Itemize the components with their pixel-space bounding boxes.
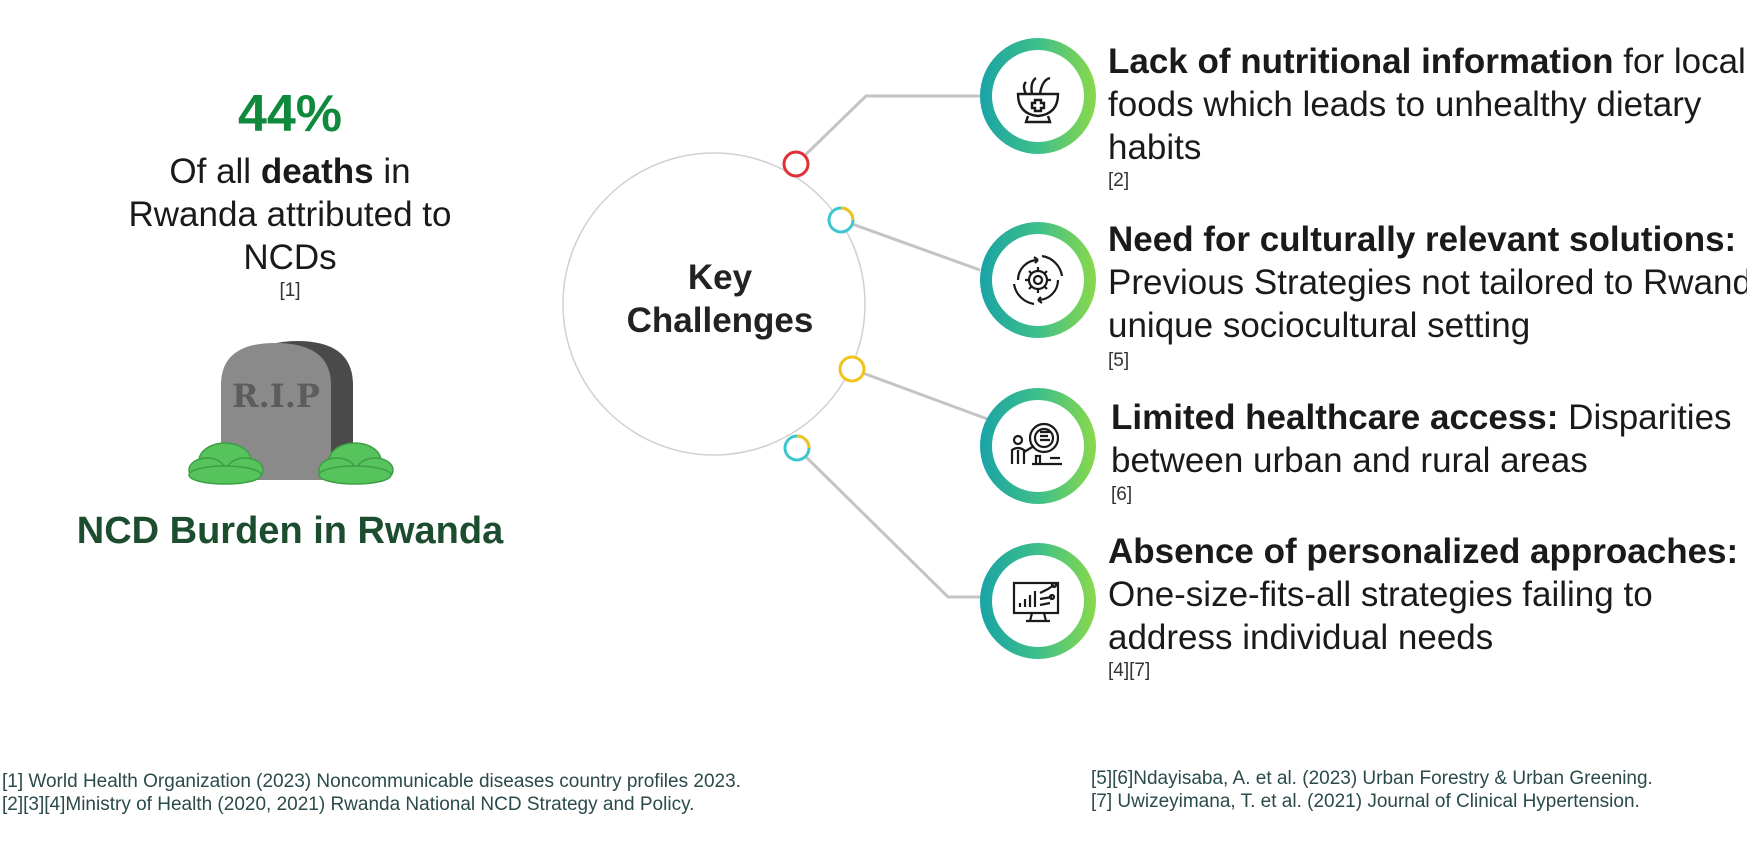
footer-ref-1: [1] World Health Organization (2023) Non… — [2, 771, 741, 792]
challenge-line3-4: address individual needs — [1108, 618, 1494, 657]
key-title-line2: Challenges — [626, 301, 814, 340]
stat-text-bold: deaths — [260, 152, 374, 191]
challenge-title-1: Lack of nutritional information — [1108, 42, 1614, 81]
challenge-title-3: Limited healthcare access: — [1111, 398, 1559, 437]
challenge-line1-1: for local — [1613, 42, 1746, 81]
challenge-ref-1: [2] — [1108, 170, 1130, 191]
footer-refs-right: [5][6]Ndayisaba, A. et al. (2023) Urban … — [1091, 767, 1653, 813]
connector-line-4 — [795, 446, 985, 599]
stat-percentage: 44% — [237, 85, 343, 143]
stat-description: Of all deaths in Rwanda attributed to NC… — [90, 150, 490, 279]
challenge-icon-ring-1 — [980, 38, 1096, 154]
tombstone-text: R.I.P — [232, 377, 320, 415]
challenge-icon-ring-3 — [980, 388, 1096, 504]
stat-text-pre: Of all — [169, 152, 261, 191]
challenge-icon-ring-2 — [980, 222, 1096, 338]
key-title-line1: Key — [687, 258, 753, 297]
challenge-line3-2: unique sociocultural setting — [1108, 306, 1531, 345]
challenge-line3-1: habits — [1108, 128, 1202, 167]
challenge-ref-4: [4][7] — [1108, 660, 1151, 681]
footer-refs-left: [1] World Health Organization (2023) Non… — [2, 770, 741, 816]
stat-reference: [1] — [279, 280, 301, 301]
mortar-pestle-medicine-icon — [1016, 76, 1060, 124]
connector-line-2 — [840, 218, 981, 272]
challenge-icon-inner-3 — [992, 400, 1084, 492]
challenge-icon-inner-2 — [992, 234, 1084, 326]
challenge-text-2: Need for culturally relevant solutions: … — [1108, 218, 1747, 347]
gear-cycle-icon — [1012, 254, 1064, 306]
challenge-text-3: Limited healthcare access: Disparities b… — [1111, 396, 1732, 482]
challenge-icon-inner-1 — [992, 50, 1084, 142]
connector-line-3 — [851, 367, 991, 422]
key-challenges-circle — [562, 152, 866, 456]
challenge-icon-inner-4 — [992, 555, 1084, 647]
tombstone-icon: R.I.P — [188, 341, 394, 485]
stat-text-line2: Rwanda attributed to — [128, 195, 452, 234]
burden-title: NCD Burden in Rwanda — [76, 510, 504, 552]
challenge-line2-1: foods which leads to unhealthy dietary — [1108, 85, 1702, 124]
node-1 — [782, 150, 810, 178]
challenge-ref-2: [5] — [1108, 350, 1130, 371]
challenge-icon-ring-4 — [980, 543, 1096, 659]
challenge-ref-3: [6] — [1111, 484, 1133, 505]
footer-ref-2: [2][3][4]Ministry of Health (2020, 2021)… — [2, 794, 695, 815]
key-challenges-title: Key Challenges — [560, 256, 880, 342]
challenge-line2-2: Previous Strategies not tailored to Rwan… — [1108, 263, 1747, 302]
footer-ref-4: [7] Uwizeyimana, T. et al. (2021) Journa… — [1091, 791, 1640, 812]
connector-line-1 — [794, 94, 980, 166]
stat-text-mid: in — [373, 152, 411, 191]
stat-text-line3: NCDs — [243, 238, 337, 277]
challenge-line2-3: between urban and rural areas — [1111, 441, 1588, 480]
challenge-text-4: Absence of personalized approaches: One-… — [1108, 530, 1738, 659]
challenge-line1-3: Disparities — [1558, 398, 1732, 437]
challenge-text-1: Lack of nutritional information for loca… — [1108, 40, 1746, 169]
challenge-line2-4: One-size-fits-all strategies failing to — [1108, 575, 1653, 614]
analytics-monitor-icon — [1012, 581, 1060, 623]
challenge-title-2: Need for culturally relevant solutions: — [1108, 220, 1737, 259]
footer-ref-3: [5][6]Ndayisaba, A. et al. (2023) Urban … — [1091, 768, 1653, 789]
challenge-title-4: Absence of personalized approaches: — [1108, 532, 1739, 571]
node-3 — [838, 355, 866, 383]
healthcare-access-icon — [1010, 422, 1062, 466]
